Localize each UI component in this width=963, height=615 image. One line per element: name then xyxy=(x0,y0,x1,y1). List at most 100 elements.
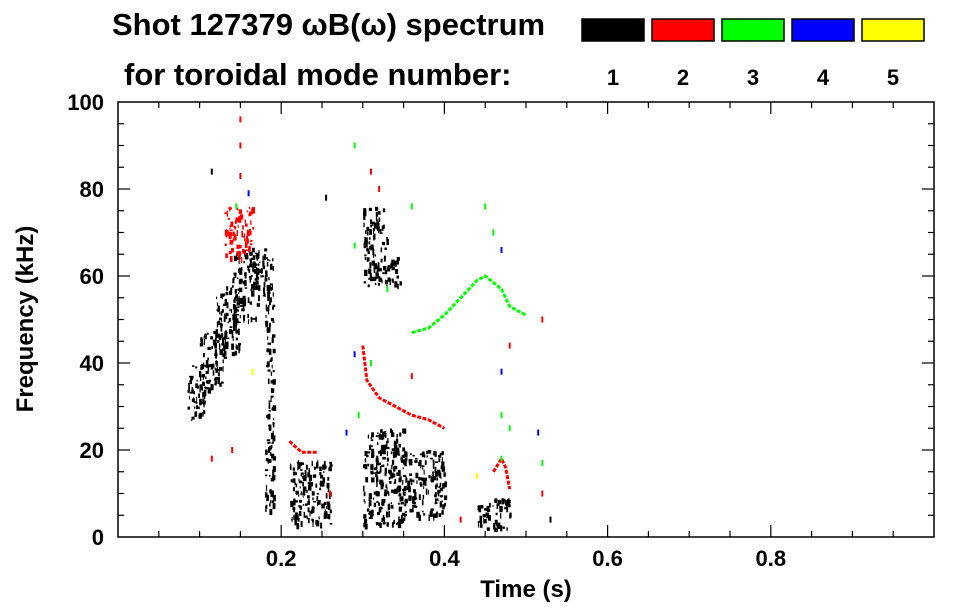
spectrum-cell xyxy=(382,498,386,504)
spectrum-cell xyxy=(369,510,372,515)
spectrum-cell xyxy=(311,506,315,510)
spectrum-cell xyxy=(250,284,254,289)
spectrum-cell xyxy=(295,492,297,496)
spectrum-cell xyxy=(326,506,328,509)
spectrum-cell xyxy=(405,513,407,516)
spectrum-cell xyxy=(269,508,273,515)
spectrum-cell xyxy=(428,514,430,521)
spectrum-cell xyxy=(238,345,241,352)
spectrum-cell xyxy=(371,276,375,280)
spectrum-cell xyxy=(270,371,273,376)
spectrum-cell xyxy=(494,498,498,503)
spectrum-cell xyxy=(436,498,439,502)
spectrum-cell xyxy=(272,435,276,442)
spectrum-cell xyxy=(220,322,222,326)
spectrum-cell xyxy=(438,454,442,458)
spectrum-cell xyxy=(243,314,246,318)
spectrum-cell xyxy=(216,296,218,300)
spectrum-cell xyxy=(304,503,308,506)
spectrum-cell xyxy=(237,277,239,280)
spectrum-cell xyxy=(234,298,236,301)
spectrum-cell xyxy=(439,487,443,492)
spectrum-cell xyxy=(191,375,194,379)
legend-swatch-3 xyxy=(721,18,785,42)
spectrum-cell xyxy=(232,239,234,243)
spectrum-cell xyxy=(486,527,490,531)
spectrum-cell xyxy=(235,327,237,334)
spectrum-cell xyxy=(292,478,296,483)
spectrum-cell xyxy=(390,489,395,493)
spectrum-cell xyxy=(370,470,374,475)
spectrum-cell xyxy=(298,478,300,482)
spectrum-cell xyxy=(390,504,394,509)
spectrum-cell xyxy=(224,299,227,306)
mode-3-point xyxy=(370,360,372,366)
spectrum-cell xyxy=(272,369,275,373)
spectrum-cell xyxy=(363,222,365,228)
spectrum-cell xyxy=(201,374,206,378)
spectrum-cell xyxy=(380,429,383,433)
spectrum-cell xyxy=(386,463,389,466)
spectrum-cell xyxy=(424,481,427,486)
spectrum-cell xyxy=(236,301,239,306)
spectrum-cell xyxy=(367,259,369,262)
spectrum-cell xyxy=(225,233,228,238)
spectrum-cell xyxy=(215,337,217,342)
mode-3-trace xyxy=(411,274,527,335)
spectrum-cell xyxy=(409,473,412,476)
spectrum-cell xyxy=(272,469,275,476)
spectrum-cell xyxy=(265,492,268,497)
spectrum-cell xyxy=(441,510,444,515)
spectrum-cell xyxy=(435,484,437,490)
spectrum-cell xyxy=(245,252,247,255)
spectrum-cell xyxy=(244,241,247,244)
spectrum-cell xyxy=(272,304,276,308)
spectrum-cell xyxy=(413,505,418,508)
spectrum-cell xyxy=(293,499,296,503)
spectrum-cell xyxy=(368,493,372,500)
spectrum-cell xyxy=(309,513,311,517)
spectrum-cell xyxy=(207,364,210,371)
spectrum-cell xyxy=(383,257,386,259)
spectrum-cell xyxy=(398,521,402,529)
spectrum-cell xyxy=(248,206,251,209)
spectrum-cell xyxy=(382,499,384,505)
chart-title-line2: for toroidal mode number: xyxy=(124,57,512,92)
legend-label-5: 5 xyxy=(887,65,899,90)
spectrum-cell xyxy=(248,228,252,232)
spectrum-cell xyxy=(383,224,385,229)
spectrum-cell xyxy=(498,499,502,505)
spectrum-cell xyxy=(233,308,237,314)
spectrum-cell xyxy=(222,354,224,358)
mode-3-point xyxy=(410,203,413,210)
spectrum-cell xyxy=(405,458,408,463)
spectrum-cell xyxy=(268,459,272,463)
spectrum-cell xyxy=(396,433,398,438)
spectrum-cell xyxy=(240,297,245,304)
spectrum-cell xyxy=(241,248,245,252)
spectrum-cell xyxy=(221,348,223,355)
spectrum-cell xyxy=(224,330,228,332)
spectrum-cell xyxy=(241,230,243,237)
spectrum-cell xyxy=(234,255,237,262)
spectrum-cell xyxy=(402,480,404,484)
spectrum-cell xyxy=(364,518,368,524)
spectrum-cell xyxy=(292,467,295,471)
spectrum-cell xyxy=(238,259,240,264)
spectrum-cell xyxy=(386,490,389,494)
spectrum-cell xyxy=(247,319,249,324)
spectrum-cell xyxy=(363,281,367,284)
spectrum-cell xyxy=(290,463,292,466)
spectrum-cell xyxy=(214,379,217,384)
spectrum-cell xyxy=(199,389,201,393)
spectrum-cell xyxy=(319,480,324,487)
spectrum-cell xyxy=(319,466,322,471)
spectrum-cell xyxy=(266,361,270,367)
spectrum-cell xyxy=(272,334,276,338)
spectrum-cell xyxy=(303,486,307,492)
x-tick-label: 0.4 xyxy=(429,546,460,571)
spectrum-cell xyxy=(438,485,440,489)
spectrum-cell xyxy=(323,471,325,474)
spectrum-cell xyxy=(233,319,238,325)
spectrum-cell xyxy=(311,460,313,466)
